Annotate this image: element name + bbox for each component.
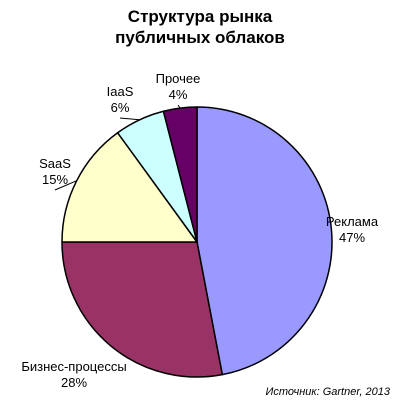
slice-label-4: IaaS: [107, 84, 134, 99]
chart-title-line-1: Структура рынка: [127, 7, 273, 26]
pie-slice-2: [61, 241, 224, 378]
chart-title: Структура рынка публичных облаков: [0, 6, 400, 48]
slice-value-2: 28%: [61, 375, 87, 390]
slice-value-5: 4%: [169, 87, 188, 102]
leader-line-4: [119, 117, 140, 121]
slice-label-3: SaaS: [39, 156, 71, 171]
pie-slice-3: [61, 132, 198, 243]
slice-label-5: Прочее: [156, 71, 201, 86]
slice-label-1: Реклама: [326, 214, 379, 229]
slice-value-3: 15%: [42, 172, 68, 187]
leader-line-3: [54, 180, 77, 191]
slice-value-4: 6%: [111, 100, 130, 115]
slice-label-2: Бизнес-процессы: [21, 359, 126, 374]
chart-title-line-2: публичных облаков: [115, 28, 285, 47]
source-note: Источник: Gartner, 2013: [265, 386, 390, 398]
pie-slice-1: [196, 106, 333, 376]
slice-value-1: 47%: [339, 230, 365, 245]
leader-line-5: [177, 104, 181, 109]
